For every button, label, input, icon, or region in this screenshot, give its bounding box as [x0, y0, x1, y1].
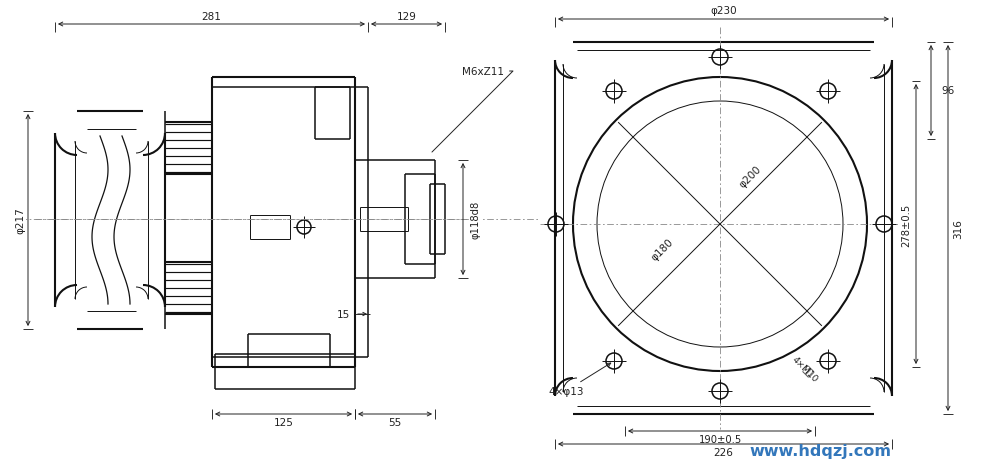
Text: www.hdqzj.com: www.hdqzj.com	[749, 443, 891, 459]
Text: 316: 316	[953, 218, 963, 238]
Text: 深布: 深布	[800, 364, 814, 378]
Text: 281: 281	[202, 12, 221, 22]
Text: 278±0.5: 278±0.5	[901, 203, 911, 246]
Text: φ180: φ180	[649, 236, 675, 263]
Text: 15: 15	[337, 309, 350, 319]
Text: 96: 96	[941, 86, 954, 96]
Text: 125: 125	[274, 417, 293, 427]
Text: 226: 226	[714, 447, 733, 457]
Text: φ217: φ217	[15, 207, 25, 234]
Text: φ230: φ230	[710, 6, 737, 16]
Text: 55: 55	[388, 417, 402, 427]
Text: 129: 129	[397, 12, 416, 22]
Text: 4×φ13: 4×φ13	[548, 363, 611, 396]
Text: φ200: φ200	[737, 164, 763, 190]
Text: M6xZ11: M6xZ11	[432, 67, 513, 153]
Text: 4×M10: 4×M10	[790, 354, 819, 383]
Text: φ118d8: φ118d8	[470, 201, 480, 239]
Text: 190±0.5: 190±0.5	[698, 434, 742, 444]
